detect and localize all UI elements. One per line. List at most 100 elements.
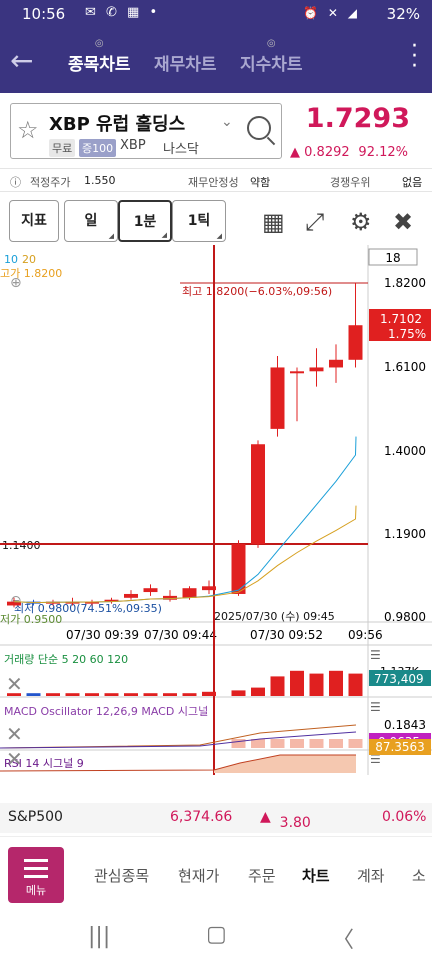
panel-menu-icon[interactable]: ☰ — [370, 752, 381, 766]
fullscreen-icon[interactable]: ⤢ — [305, 208, 325, 236]
chevron-down-icon[interactable]: ⌄ — [221, 114, 233, 130]
nav-more[interactable]: 소 — [412, 867, 426, 885]
close-panel-icon[interactable]: ✕ — [6, 747, 23, 771]
ma10-line — [13, 436, 357, 604]
volume-bar — [251, 687, 265, 696]
system-icons: ⏰ ✕ ◢ — [303, 6, 360, 20]
nav-chart[interactable]: 차트 — [302, 867, 330, 885]
candle — [7, 601, 21, 606]
tab-label: 지수차트 — [240, 55, 303, 75]
stock-selector[interactable]: ☆ XBP 유럽 홀딩스 ⌄ 무료 증100 XBP 나스닥 — [10, 103, 282, 159]
recent-apps-icon[interactable]: ||| — [88, 924, 111, 949]
grid-layout-icon[interactable]: ▦ — [262, 208, 285, 236]
stock-name: XBP 유럽 홀딩스 — [49, 114, 186, 135]
crosshair-date: 2025/07/30 (수) 09:45 — [214, 610, 335, 623]
volume-bar — [163, 693, 177, 696]
close-panel-icon[interactable]: ✕ — [6, 722, 23, 746]
index-name: S&P500 — [8, 809, 63, 825]
macd-bar — [309, 739, 324, 748]
candle — [251, 444, 265, 545]
macd-bar — [231, 739, 246, 748]
home-icon[interactable]: ▢ — [206, 922, 227, 947]
period-day-button[interactable]: 일 ◢ — [64, 200, 118, 242]
tab-label: 종목차트 — [68, 55, 131, 75]
favorite-star-icon[interactable]: ☆ — [17, 116, 39, 144]
system-nav-bar: ||| ▢ 〈 — [0, 914, 432, 963]
more-options-icon[interactable]: · · · — [411, 34, 418, 79]
volume-bar — [85, 693, 99, 696]
index-change-value: 3.80 — [279, 815, 311, 831]
price-chart[interactable]: 18 10 20 고가 1.8200 ⊕ 저가 0.9500 ⊖ 최고 1.82… — [0, 245, 432, 775]
panel-menu-icon[interactable]: ☰ — [370, 700, 381, 714]
index-ticker-row[interactable]: S&P500 6,374.66 ▲ 3.80 0.06% — [0, 803, 432, 833]
tab-index-chart[interactable]: ◎ 지수차트 — [240, 38, 303, 75]
help-icon[interactable]: ⓘ — [10, 176, 21, 189]
volume-bar — [104, 693, 119, 696]
competitive-label: 경쟁우위 — [330, 176, 371, 189]
price-change: ▲ 0.8292 — [290, 145, 350, 160]
candle — [290, 371, 304, 374]
candle — [231, 544, 246, 594]
tab-stock-chart[interactable]: ◎ 종목차트 — [68, 38, 131, 75]
zoom-out-icon[interactable]: ⊖ — [10, 593, 22, 609]
nav-watchlist[interactable]: 관심종목 — [94, 867, 150, 885]
stability-value: 약함 — [250, 176, 271, 189]
volume-value: 773,409 — [374, 672, 424, 686]
menu-label: 메뉴 — [25, 884, 47, 897]
price-change-value: 0.8292 — [304, 145, 350, 160]
macd-bar — [290, 739, 304, 748]
fair-price-value: 1.550 — [84, 174, 116, 187]
y-tick-label: 1.1900 — [384, 527, 426, 541]
stock-ticker: XBP — [120, 138, 146, 153]
menu-button[interactable]: 메뉴 — [8, 847, 64, 903]
back-arrow-icon[interactable]: ← — [10, 44, 34, 77]
macd-bar — [251, 739, 265, 748]
period-minute-button[interactable]: 1분 ◢ — [118, 200, 172, 242]
indicator-button[interactable]: 지표 — [9, 200, 59, 242]
zoom-count: 18 — [385, 251, 400, 265]
margin-badge: 증100 — [79, 139, 117, 157]
candle — [270, 367, 285, 429]
settings-gear-icon[interactable]: ⚙ — [350, 208, 372, 236]
current-price-tag-value: 1.7102 — [380, 312, 422, 326]
nav-order[interactable]: 주문 — [248, 867, 276, 885]
nav-current-price[interactable]: 현재가 — [178, 867, 220, 885]
fair-price-label: 적정주가 — [30, 176, 71, 189]
period-label: 일 — [84, 213, 98, 229]
battery-level: 32% — [386, 5, 420, 23]
volume-bar — [143, 693, 158, 696]
y-tick-label: 1.6100 — [384, 360, 426, 374]
tab-financial-chart[interactable]: 재무차트 — [154, 50, 217, 75]
volume-bar — [202, 691, 216, 696]
min-annotation: 최저 0.9800(74.51%,09:35) — [14, 602, 162, 615]
zoom-in-icon[interactable]: ⊕ — [10, 275, 22, 291]
zoom-count-box[interactable] — [368, 248, 418, 266]
panel-menu-icon[interactable]: ☰ — [370, 648, 381, 662]
app-header: ← ◎ 종목차트 재무차트 ◎ 지수차트 · · · — [0, 30, 432, 93]
x-tick-label: 07/30 09:44 — [144, 628, 217, 642]
new-dot-icon: ◎ — [266, 38, 276, 49]
ma-legend-20: 20 — [22, 253, 36, 266]
period-tick-button[interactable]: 1틱 ◢ — [172, 200, 226, 242]
search-icon[interactable] — [247, 116, 271, 140]
status-bar: 10:56 ✉ ✆ ▦ • ⏰ ✕ ◢ 32% — [0, 0, 432, 30]
candle — [182, 588, 197, 598]
tab-label: 재무차트 — [154, 55, 217, 75]
candle — [329, 359, 343, 368]
candle — [348, 325, 363, 360]
macd-bar — [329, 739, 343, 748]
close-panel-icon[interactable]: ✕ — [6, 672, 23, 696]
ma20-line — [13, 505, 357, 604]
back-nav-icon[interactable]: 〈 — [332, 928, 355, 953]
rsi-value: 87.3563 — [369, 739, 431, 755]
volume-bar — [231, 690, 246, 696]
new-dot-icon: ◎ — [94, 38, 104, 49]
y-tick-label: 1.4000 — [384, 444, 426, 458]
volume-bar — [329, 670, 343, 696]
macd-bar — [348, 739, 363, 748]
status-time: 10:56 — [22, 5, 66, 23]
nav-account[interactable]: 계좌 — [357, 867, 385, 885]
volume-bar — [46, 693, 60, 696]
ref-line-value: 1.1400 — [2, 539, 41, 552]
tools-icon[interactable]: ✖ — [393, 208, 414, 236]
